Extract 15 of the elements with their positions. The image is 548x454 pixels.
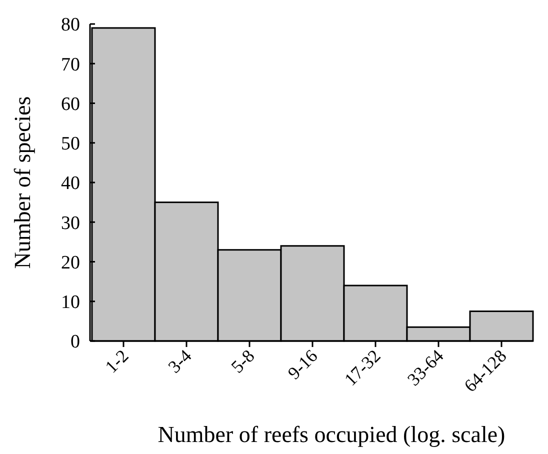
x-tick-label: 3-4 bbox=[164, 346, 196, 377]
x-axis-title: Number of reefs occupied (log. scale) bbox=[158, 422, 506, 447]
y-tick-label: 20 bbox=[61, 252, 80, 274]
y-tick-label: 10 bbox=[61, 292, 80, 314]
y-tick-label: 0 bbox=[70, 332, 80, 353]
x-tick-label: 9-16 bbox=[284, 346, 322, 384]
y-tick-label: 60 bbox=[61, 94, 80, 115]
y-tick-label: 50 bbox=[61, 134, 80, 155]
y-tick-label: 70 bbox=[61, 54, 80, 76]
x-tick-label: 5-8 bbox=[227, 346, 258, 377]
y-tick-label: 80 bbox=[61, 14, 80, 36]
x-tick-label: 1-2 bbox=[101, 346, 132, 377]
y-tick-label: 40 bbox=[61, 173, 80, 194]
y-tick-label: 30 bbox=[61, 212, 80, 234]
y-axis-title: Number of species bbox=[10, 96, 35, 269]
